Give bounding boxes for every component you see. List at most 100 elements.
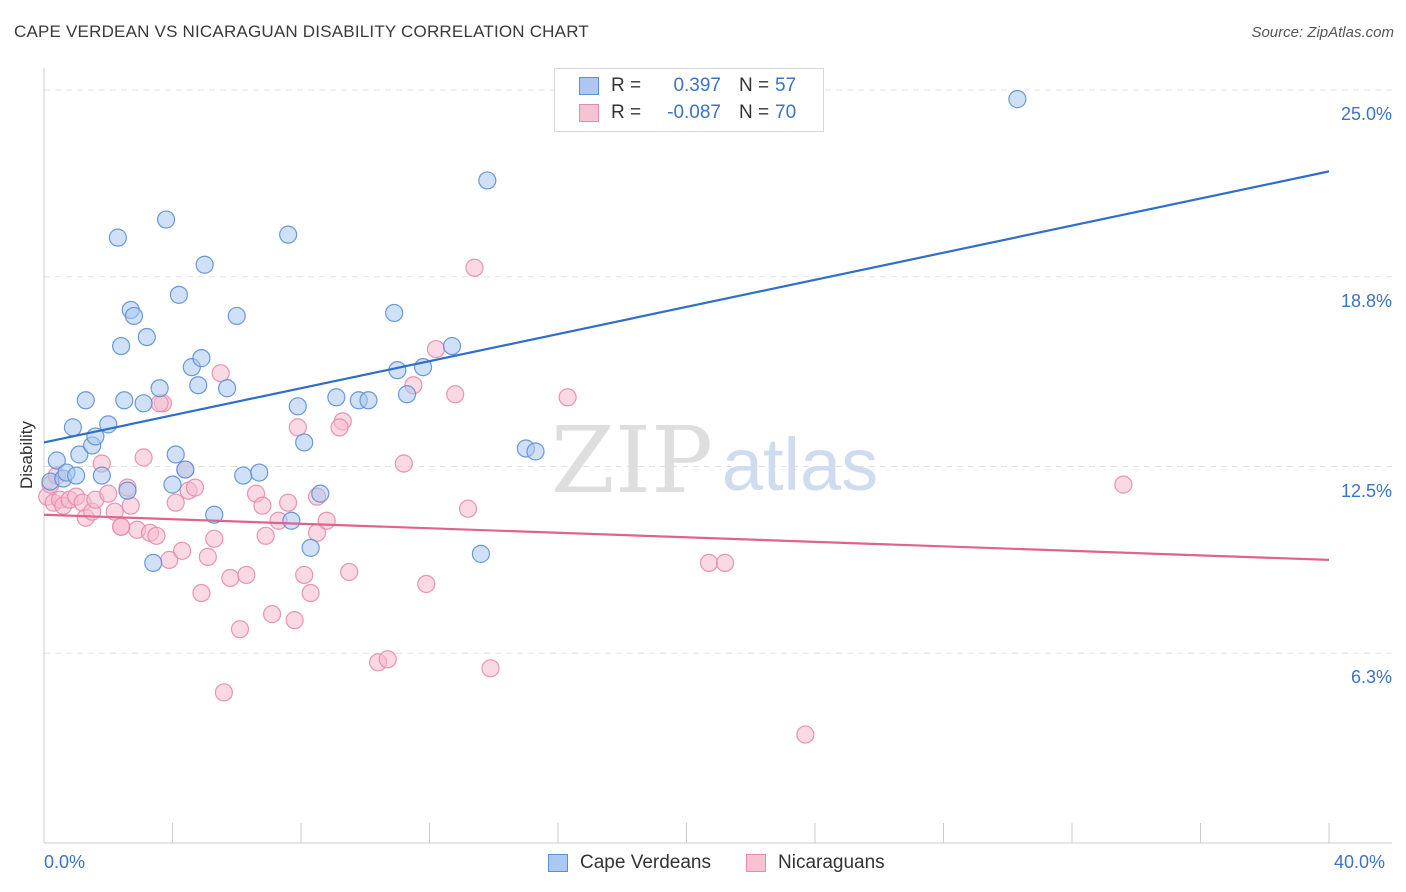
data-point: [137, 327, 156, 347]
legend-r-label: R =: [611, 75, 642, 96]
legend-label: Nicaraguans: [778, 852, 885, 873]
data-point: [221, 568, 240, 588]
y-tick-label: 18.8%: [1340, 290, 1392, 311]
data-point: [205, 529, 224, 548]
pink-swatch: [746, 854, 766, 872]
data-point: [150, 394, 169, 413]
data-point: [394, 454, 413, 473]
data-point: [378, 650, 397, 669]
y-tick-label: 12.5%: [1340, 480, 1392, 501]
data-point: [176, 460, 195, 479]
data-point: [796, 725, 815, 744]
data-point: [465, 258, 484, 277]
data-point: [250, 463, 269, 482]
data-point: [134, 394, 153, 413]
legend-r-value: 0.397: [673, 75, 721, 96]
data-point: [147, 526, 166, 545]
data-point: [526, 442, 545, 461]
legend-row-cape-verdeans: R = 0.397 N = 57: [579, 74, 796, 98]
series-legend: Cape Verdeans Nicaraguans: [0, 852, 1406, 878]
data-point: [205, 505, 224, 524]
data-point: [288, 418, 307, 437]
y-tick-label: 25.0%: [1340, 104, 1392, 125]
data-point: [327, 388, 346, 407]
data-point: [144, 553, 163, 573]
data-point: [47, 451, 66, 470]
data-point: [166, 493, 185, 512]
axes: [43, 68, 1392, 844]
data-point: [330, 418, 349, 437]
data-point: [317, 511, 336, 530]
data-point: [76, 391, 95, 410]
watermark-zip: ZIP: [551, 407, 713, 514]
data-point: [121, 496, 140, 515]
data-point: [192, 349, 211, 368]
data-point: [417, 574, 436, 594]
data-point: [311, 484, 330, 503]
data-point: [262, 605, 282, 624]
legend-item-nicaraguans[interactable]: Nicaraguans: [746, 852, 885, 874]
pink-swatch: [579, 104, 599, 122]
data-point: [111, 517, 131, 536]
data-point: [279, 493, 298, 512]
data-point: [63, 418, 83, 437]
data-point: [282, 511, 301, 530]
data-point: [111, 336, 131, 356]
data-point: [185, 478, 205, 497]
legend-label: Cape Verdeans: [580, 852, 711, 873]
data-point: [1114, 475, 1133, 494]
data-point: [115, 391, 134, 410]
data-point: [211, 364, 230, 383]
data-point: [279, 225, 298, 244]
data-point: [385, 303, 404, 323]
x-tick-label-min: 0.0%: [44, 852, 86, 872]
source-credit: Source: ZipAtlas.com: [1251, 24, 1394, 41]
watermark: ZIP atlas: [551, 407, 878, 514]
legend-r-label: R =: [611, 102, 642, 123]
cape-verdeans-points: [41, 90, 1027, 573]
data-point: [288, 397, 307, 416]
data-point: [67, 466, 86, 485]
data-point: [359, 391, 378, 410]
data-point: [285, 611, 304, 630]
data-point: [295, 565, 314, 585]
data-point: [234, 466, 253, 485]
blue-swatch: [548, 854, 568, 872]
data-point: [150, 379, 169, 398]
data-point: [124, 306, 144, 326]
legend-n-value: 70: [775, 102, 797, 123]
data-point: [715, 553, 735, 573]
data-point: [442, 336, 462, 356]
data-point: [237, 565, 256, 585]
data-point: [340, 562, 359, 582]
legend-n-label: N =: [739, 102, 770, 123]
data-point: [198, 547, 217, 566]
data-point: [163, 475, 182, 494]
trend-lines: [43, 170, 1330, 561]
legend-item-cape-verdeans[interactable]: Cape Verdeans: [548, 852, 711, 874]
legend-n-label: N =: [739, 75, 770, 96]
data-point: [118, 481, 137, 500]
y-tick-label: 6.3%: [1350, 667, 1392, 688]
watermark-atlas: atlas: [722, 423, 878, 506]
legend-n-value: 57: [775, 75, 797, 96]
correlation-legend: R = 0.397 N = 57 R = -0.087 N = 70: [554, 68, 824, 132]
data-point: [166, 445, 185, 464]
data-point: [108, 228, 127, 247]
data-point: [478, 171, 497, 190]
blue-swatch: [579, 77, 599, 95]
data-point: [446, 385, 465, 404]
data-point: [192, 583, 211, 603]
data-point: [558, 388, 577, 407]
data-point: [156, 210, 176, 229]
data-point: [227, 306, 246, 326]
data-point: [173, 541, 192, 560]
data-point: [295, 433, 314, 452]
data-point: [458, 499, 478, 518]
data-point: [301, 538, 320, 557]
data-point: [218, 379, 237, 398]
grid-lines: [44, 89, 1392, 654]
data-point: [253, 496, 272, 515]
chart-title: CAPE VERDEAN VS NICARAGUAN DISABILITY CO…: [14, 22, 589, 41]
